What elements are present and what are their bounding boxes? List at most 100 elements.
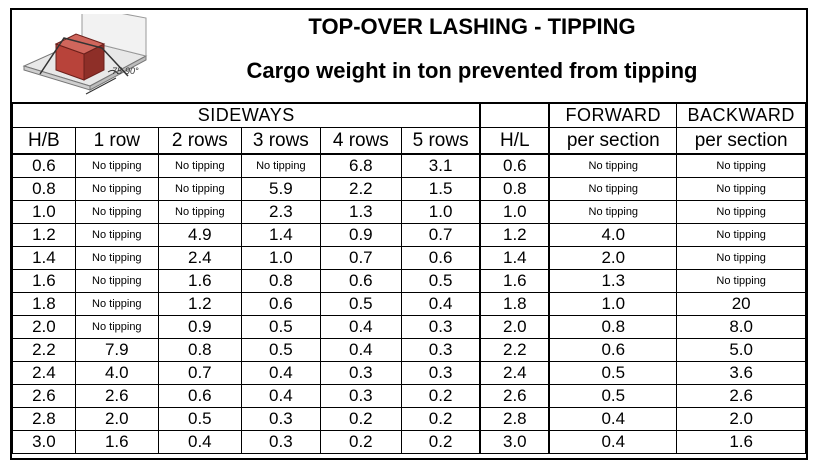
cell-5-rows: 0.5 bbox=[400, 269, 482, 293]
cell-1-row: No tipping bbox=[74, 200, 159, 224]
cell-forward: No tipping bbox=[548, 177, 678, 201]
cell-forward: 2.0 bbox=[548, 246, 678, 270]
cell-3-rows: 5.9 bbox=[240, 177, 321, 201]
cell-3-rows: 0.5 bbox=[240, 338, 321, 362]
cell-hl: 2.8 bbox=[479, 407, 551, 431]
cell-backward: 3.6 bbox=[676, 361, 806, 385]
cell-4-rows: 0.5 bbox=[319, 292, 402, 316]
cell-forward: 0.4 bbox=[548, 407, 678, 431]
cell-hb: 1.2 bbox=[12, 223, 76, 247]
cell-5-rows: 3.1 bbox=[400, 153, 482, 178]
cell-forward: 1.0 bbox=[548, 292, 678, 316]
cell-3-rows: 1.0 bbox=[240, 246, 321, 270]
cell-hl: 2.6 bbox=[479, 384, 551, 408]
cell-backward: 2.0 bbox=[676, 407, 806, 431]
table-row: 1.0 No tipping No tipping 2.3 1.3 1.0 1.0 No ti… bbox=[12, 200, 806, 224]
table-row: 3.0 1.6 0.4 0.3 0.2 0.2 3.0 0.4 1.6 bbox=[12, 430, 806, 454]
cell-backward: 2.6 bbox=[676, 384, 806, 408]
cell-2-rows: 1.6 bbox=[157, 269, 242, 293]
cell-4-rows: 0.4 bbox=[319, 315, 402, 339]
cell-5-rows: 1.5 bbox=[400, 177, 482, 201]
cell-3-rows: 1.4 bbox=[240, 223, 321, 247]
cell-3-rows: 0.3 bbox=[240, 407, 321, 431]
cell-backward: No tipping bbox=[676, 177, 806, 201]
table-row: 2.8 2.0 0.5 0.3 0.2 0.2 2.8 0.4 2.0 bbox=[12, 407, 806, 431]
cell-4-rows: 0.2 bbox=[319, 407, 402, 431]
cell-2-rows: 4.9 bbox=[157, 223, 242, 247]
cell-hl: 1.8 bbox=[479, 292, 551, 316]
cell-hl: 2.0 bbox=[479, 315, 551, 339]
cell-1-row: No tipping bbox=[74, 315, 159, 339]
cell-1-row: 2.0 bbox=[74, 407, 159, 431]
tipping-table: SIDEWAYS FORWARD BACKWARD H/B 1 row 2 ro… bbox=[12, 102, 806, 454]
cell-1-row: No tipping bbox=[74, 153, 159, 178]
cell-4-rows: 0.6 bbox=[319, 269, 402, 293]
backward-group-header: BACKWARD bbox=[676, 102, 806, 128]
cell-4-rows: 0.3 bbox=[319, 384, 402, 408]
cell-2-rows: 0.6 bbox=[157, 384, 242, 408]
cell-1-row: 1.6 bbox=[74, 430, 159, 454]
col-forward-header: per section bbox=[548, 127, 678, 155]
cell-5-rows: 0.3 bbox=[400, 361, 482, 385]
table-row: 1.2 No tipping 4.9 1.4 0.9 0.7 1.2 4.0 No tippin… bbox=[12, 223, 806, 247]
cell-hb: 0.8 bbox=[12, 177, 76, 201]
cell-backward: No tipping bbox=[676, 153, 806, 178]
cell-backward: No tipping bbox=[676, 269, 806, 293]
cell-3-rows: 0.4 bbox=[240, 361, 321, 385]
col-3-rows-header: 3 rows bbox=[240, 127, 321, 155]
cell-hb: 1.4 bbox=[12, 246, 76, 270]
cell-hl: 1.2 bbox=[479, 223, 551, 247]
cell-hl: 1.6 bbox=[479, 269, 551, 293]
forward-group-header: FORWARD bbox=[548, 102, 678, 128]
cell-forward: 1.3 bbox=[548, 269, 678, 293]
cell-3-rows: 0.6 bbox=[240, 292, 321, 316]
cell-2-rows: 0.4 bbox=[157, 430, 242, 454]
cell-1-row: No tipping bbox=[74, 177, 159, 201]
cell-2-rows: No tipping bbox=[157, 177, 242, 201]
cell-2-rows: 0.9 bbox=[157, 315, 242, 339]
cell-backward: No tipping bbox=[676, 223, 806, 247]
cell-1-row: No tipping bbox=[74, 292, 159, 316]
cell-4-rows: 0.3 bbox=[319, 361, 402, 385]
cell-1-row: No tipping bbox=[74, 223, 159, 247]
cell-hb: 2.6 bbox=[12, 384, 76, 408]
col-2-rows-header: 2 rows bbox=[157, 127, 242, 155]
cell-hl: 2.2 bbox=[479, 338, 551, 362]
col-1-row-header: 1 row bbox=[74, 127, 159, 155]
cell-4-rows: 0.7 bbox=[319, 246, 402, 270]
page-title: TOP-OVER LASHING - TIPPING bbox=[308, 14, 636, 39]
table-row: 0.6 No tipping No tipping No tipping 6.8 3.1 0… bbox=[12, 153, 806, 178]
cell-4-rows: 2.2 bbox=[319, 177, 402, 201]
cell-2-rows: 0.8 bbox=[157, 338, 242, 362]
cell-1-row: No tipping bbox=[74, 269, 159, 293]
table-row: 0.8 No tipping No tipping 5.9 2.2 1.5 0.8 No ti… bbox=[12, 177, 806, 201]
cell-backward: 20 bbox=[676, 292, 806, 316]
cell-hb: 1.6 bbox=[12, 269, 76, 293]
col-4-rows-header: 4 rows bbox=[319, 127, 402, 155]
cell-hl: 3.0 bbox=[479, 430, 551, 454]
cell-hb: 3.0 bbox=[12, 430, 76, 454]
cell-backward: 1.6 bbox=[676, 430, 806, 454]
table-row: 1.8 No tipping 1.2 0.6 0.5 0.4 1.8 1.0 20 bbox=[12, 292, 806, 316]
cell-hl: 1.0 bbox=[479, 200, 551, 224]
page-subtitle: Cargo weight in ton prevented from tippi… bbox=[246, 58, 698, 83]
cell-hb: 2.2 bbox=[12, 338, 76, 362]
cell-forward: 4.0 bbox=[548, 223, 678, 247]
hl-group-spacer bbox=[479, 102, 551, 128]
cell-5-rows: 0.2 bbox=[400, 407, 482, 431]
cell-5-rows: 0.2 bbox=[400, 384, 482, 408]
cell-hl: 0.8 bbox=[479, 177, 551, 201]
cell-1-row: 2.6 bbox=[74, 384, 159, 408]
cell-hb: 2.4 bbox=[12, 361, 76, 385]
cell-3-rows: 0.8 bbox=[240, 269, 321, 293]
cell-hb: 2.0 bbox=[12, 315, 76, 339]
table-row: 2.6 2.6 0.6 0.4 0.3 0.2 2.6 0.5 2.6 bbox=[12, 384, 806, 408]
cell-4-rows: 0.2 bbox=[319, 430, 402, 454]
table-row: 2.4 4.0 0.7 0.4 0.3 0.3 2.4 0.5 3.6 bbox=[12, 361, 806, 385]
cell-forward: 0.4 bbox=[548, 430, 678, 454]
cell-3-rows: No tipping bbox=[240, 153, 321, 178]
cell-4-rows: 0.9 bbox=[319, 223, 402, 247]
cell-backward: No tipping bbox=[676, 200, 806, 224]
table-row: 1.6 No tipping 1.6 0.8 0.6 0.5 1.6 1.3 No tippin… bbox=[12, 269, 806, 293]
cell-3-rows: 2.3 bbox=[240, 200, 321, 224]
